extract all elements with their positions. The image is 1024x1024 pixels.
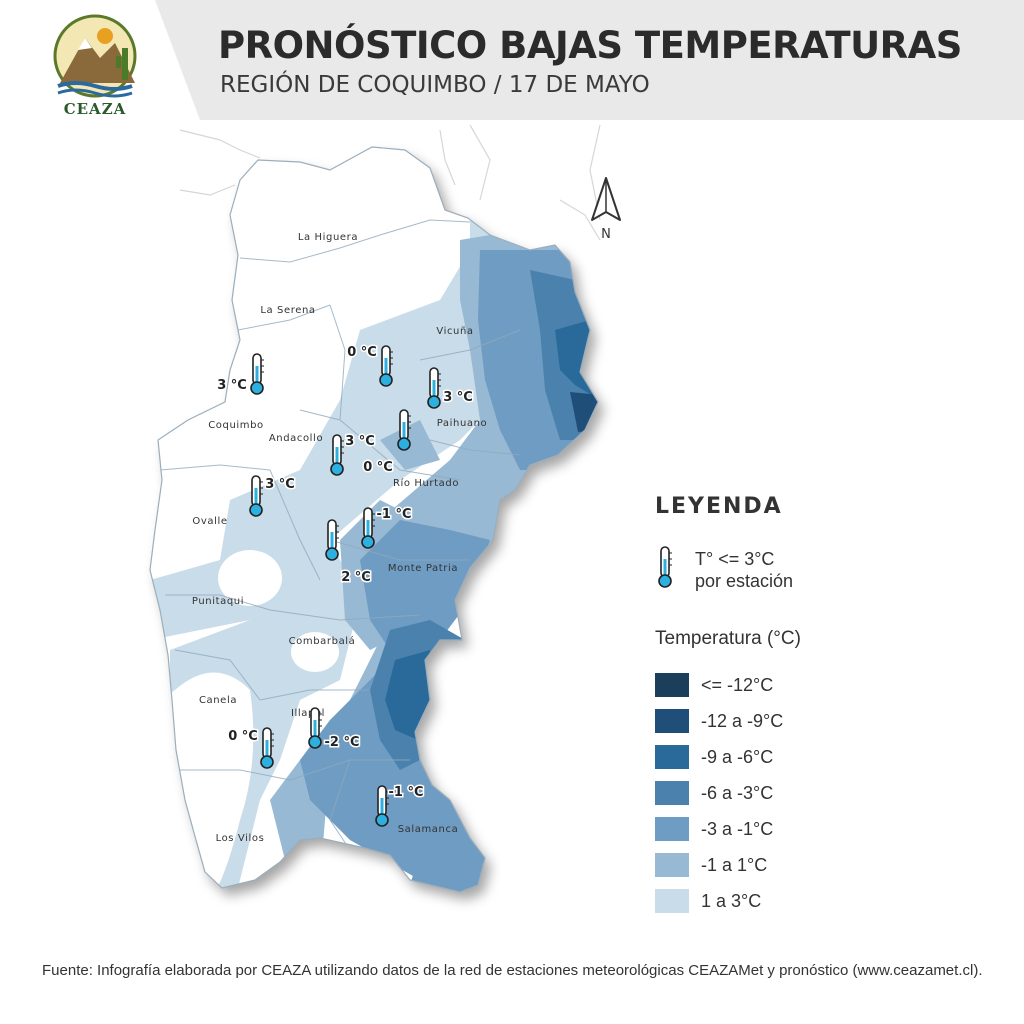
- commune-label: Ovalle: [192, 516, 227, 527]
- ceaza-logo: CEAZA: [30, 8, 160, 118]
- commune-label: Monte Patria: [388, 563, 458, 574]
- legend-swatch: [655, 673, 689, 697]
- ceaza-logo-icon: [53, 14, 137, 98]
- north-label: N: [601, 227, 611, 242]
- legend-item: -9 a -6°C: [655, 739, 783, 775]
- page-title: PRONÓSTICO BAJAS TEMPERATURAS: [218, 24, 962, 67]
- legend-item: <= -12°C: [655, 667, 783, 703]
- legend-station-text: T° <= 3°C por estación: [695, 548, 855, 592]
- thermometer-icon: [308, 707, 322, 749]
- thermometer-icon: [655, 545, 675, 594]
- station-thermometers: [249, 345, 441, 827]
- commune-label: Canela: [199, 695, 237, 706]
- commune-label: Combarbalá: [289, 635, 356, 647]
- thermometer-icon: [361, 507, 375, 549]
- station-temp-label: 3 °C: [217, 378, 247, 393]
- thermometer-icon: [260, 727, 274, 769]
- thermometer-icon: [427, 367, 441, 409]
- commune-label: Paihuano: [437, 418, 488, 429]
- legend-title: LEYENDA: [655, 494, 783, 519]
- legend-swatch: [655, 745, 689, 769]
- legend-item: -12 a -9°C: [655, 703, 783, 739]
- commune-label: Punitaqui: [192, 596, 244, 607]
- station-temp-label: -2 °C: [324, 735, 359, 750]
- legend-item: -1 a 1°C: [655, 847, 783, 883]
- commune-label: Río Hurtado: [393, 477, 459, 489]
- station-temp-label: 2 °C: [341, 570, 371, 585]
- station-temp-label: -1 °C: [388, 785, 423, 800]
- station-temp-label: 0 °C: [363, 460, 393, 475]
- legend-swatch: [655, 781, 689, 805]
- commune-label: La Higuera: [298, 232, 358, 243]
- thermometer-icon: [250, 353, 264, 395]
- legend-station-line1: T° <= 3°C: [695, 549, 775, 569]
- legend-label: -12 a -9°C: [701, 710, 784, 731]
- thermometer-icon: [375, 785, 389, 827]
- legend-item: -3 a -1°C: [655, 811, 783, 847]
- legend-item: -6 a -3°C: [655, 775, 783, 811]
- commune-label: Andacollo: [269, 433, 323, 444]
- legend-swatch: [655, 817, 689, 841]
- station-temp-label: 3 °C: [265, 477, 295, 492]
- commune-label: La Serena: [260, 305, 315, 316]
- legend-items: <= -12°C -12 a -9°C -9 a -6°C -6 a -3°C …: [655, 667, 783, 919]
- legend-label: -1 a 1°C: [701, 854, 768, 875]
- legend-item: 1 a 3°C: [655, 883, 783, 919]
- station-temp-label: 3 °C: [345, 434, 375, 449]
- commune-label: Illapel: [291, 708, 325, 719]
- legend-label: -6 a -3°C: [701, 782, 774, 803]
- logo-text: CEAZA: [63, 100, 127, 118]
- source-note: Fuente: Infografía elaborada por CEAZA u…: [42, 962, 983, 979]
- station-temp-label: 0 °C: [347, 345, 377, 360]
- thermometer-icon: [397, 409, 411, 451]
- commune-label: Salamanca: [398, 824, 459, 835]
- legend-label: -3 a -1°C: [701, 818, 774, 839]
- north-arrow-icon: [591, 177, 621, 221]
- legend-label: 1 a 3°C: [701, 890, 762, 911]
- legend-swatch: [655, 709, 689, 733]
- thermometer-icon: [249, 475, 263, 517]
- legend-label: <= -12°C: [701, 674, 774, 695]
- commune-label: Coquimbo: [208, 420, 264, 431]
- legend-temp-title: Temperatura (°C): [655, 628, 801, 649]
- legend-station-line2: por estación: [695, 571, 794, 591]
- page-subtitle: REGIÓN DE COQUIMBO / 17 DE MAYO: [220, 72, 650, 98]
- commune-label: Vicuña: [436, 326, 473, 337]
- legend-label: -9 a -6°C: [701, 746, 774, 767]
- thermometer-icon: [325, 519, 339, 561]
- thermometer-icon: [379, 345, 393, 387]
- station-temp-label: -1 °C: [376, 507, 411, 522]
- legend-swatch: [655, 889, 689, 913]
- legend-swatch: [655, 853, 689, 877]
- thermometer-icon: [330, 434, 344, 476]
- region-map: N La Higuera La Serena Vicuña Coquimbo A…: [149, 124, 621, 893]
- neighbor-boundaries: [179, 124, 601, 241]
- station-temp-label: 3 °C: [443, 390, 473, 405]
- station-temp-label: 0 °C: [228, 729, 258, 744]
- commune-label: Los Vilos: [216, 833, 265, 844]
